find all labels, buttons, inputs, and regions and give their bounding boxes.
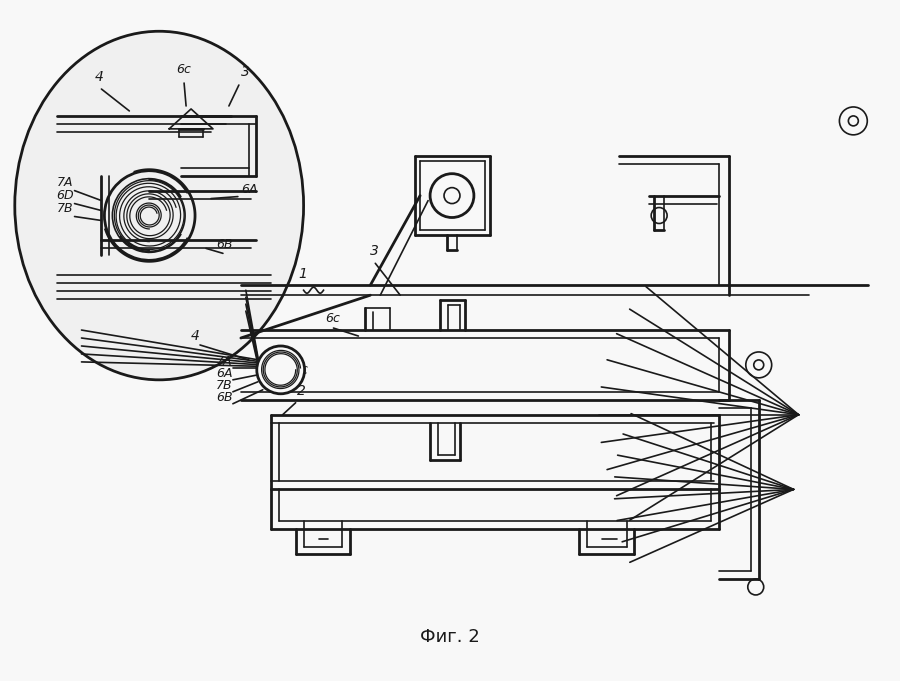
- Text: 6A: 6A: [241, 183, 257, 195]
- Ellipse shape: [14, 31, 303, 380]
- Text: 2: 2: [297, 384, 305, 398]
- Text: 6c: 6c: [326, 312, 340, 325]
- Circle shape: [256, 346, 304, 394]
- Text: 7A: 7A: [57, 176, 73, 189]
- Text: 6D: 6D: [57, 189, 74, 202]
- Text: 7A: 7A: [216, 355, 232, 368]
- Text: Фиг. 2: Фиг. 2: [420, 628, 480, 646]
- Text: 6A: 6A: [216, 367, 232, 380]
- Text: 3: 3: [370, 244, 379, 258]
- Text: 7B: 7B: [216, 379, 232, 392]
- Text: 4: 4: [191, 329, 200, 343]
- Text: 7B: 7B: [57, 202, 73, 215]
- Text: 6B: 6B: [216, 391, 232, 404]
- Text: 4: 4: [94, 70, 104, 84]
- Text: 6c: 6c: [176, 63, 191, 76]
- Text: 3: 3: [241, 65, 249, 79]
- Text: 1: 1: [299, 267, 308, 281]
- Text: 6B: 6B: [216, 238, 232, 251]
- Text: C: C: [300, 366, 308, 376]
